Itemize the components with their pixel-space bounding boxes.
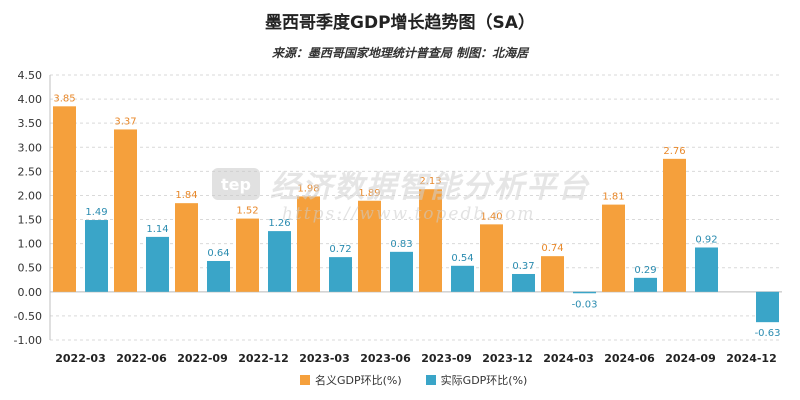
y-tick-label: -1.00 [14,334,42,347]
bar-nominal [663,158,686,292]
y-tick-label: 2.50 [18,165,43,178]
x-tick-label: 2023-06 [360,352,411,365]
y-tick-label: -0.50 [14,310,42,323]
bar-nominal [175,203,198,292]
x-tick-label: 2024-09 [665,352,716,365]
bar-real [451,265,474,292]
bar-real [573,291,596,294]
data-label-real: -0.03 [572,299,598,310]
chart-title: 墨西哥季度GDP增长趋势图（SA） [265,13,535,33]
y-tick-label: 4.00 [18,93,43,106]
bar-nominal [358,200,381,292]
y-tick-label: 0.00 [18,286,43,299]
x-tick-label: 2022-12 [238,352,289,365]
y-tick-label: 1.50 [18,214,43,227]
data-label-nominal: 2.76 [663,146,685,157]
data-label-real: 0.54 [451,253,473,264]
data-label-real: 1.26 [268,218,290,229]
y-tick-label: 3.00 [18,141,43,154]
legend-item-nominal[interactable]: 名义GDP环比(%) [300,372,402,388]
watermark-url: https://www.topedb.com [282,204,536,224]
data-label-nominal: 3.37 [114,116,136,127]
data-label-nominal: 1.89 [358,188,380,199]
legend-item-real[interactable]: 实际GDP环比(%) [425,372,528,388]
data-label-nominal: 1.98 [297,183,319,194]
x-tick-label: 2022-03 [55,352,106,365]
data-label-real: 0.72 [329,244,351,255]
legend-label-real: 实际GDP环比(%) [440,374,528,387]
x-tick-label: 2022-09 [177,352,228,365]
bar-nominal [480,224,503,292]
x-tick-label: 2023-09 [421,352,472,365]
legend: 名义GDP环比(%) 实际GDP环比(%) [300,372,527,388]
bar-real [146,236,169,292]
legend-label-nominal: 名义GDP环比(%) [315,374,402,387]
watermark-text: 经济数据智能分析平台 [270,170,590,205]
legend-swatch-real [425,375,436,385]
x-tick-label: 2022-06 [116,352,167,365]
x-tick-label: 2024-06 [604,352,655,365]
data-label-nominal: 0.74 [541,243,563,254]
bar-real [512,273,535,292]
bar-real [85,220,108,292]
watermark: tep 经济数据智能分析平台 https://www.topedb.com [212,162,632,232]
bar-real [634,277,657,292]
bar-nominal [602,204,625,292]
x-tick-label: 2023-03 [299,352,350,365]
watermark-logo: tep [212,168,260,200]
data-label-real: 1.49 [85,207,107,218]
data-label-real: 0.83 [390,239,412,250]
bar-nominal [53,106,76,292]
data-label-nominal: 1.52 [236,206,258,217]
data-label-nominal: 3.85 [53,93,75,104]
bar-real [756,291,779,323]
y-tick-label: 0.50 [18,262,43,275]
bar-real [207,260,230,292]
data-label-real: -0.63 [755,328,781,339]
bar-nominal [114,129,137,292]
data-label-real: 0.29 [634,265,656,276]
data-label-nominal: 2.13 [419,176,441,187]
bar-real [390,251,413,292]
y-tick-label: 3.50 [18,117,43,130]
data-label-real: 0.64 [207,248,229,259]
data-label-real: 1.14 [146,224,168,235]
data-label-real: 0.37 [512,261,534,272]
x-tick-label: 2024-12 [726,352,777,365]
legend-swatch-nominal [300,375,310,385]
bar-nominal [419,189,442,292]
x-tick-label: 2023-12 [482,352,533,365]
bar-nominal [541,256,564,292]
y-tick-label: 1.00 [18,238,43,251]
bar-nominal [297,196,320,292]
bar-real [695,247,718,292]
data-label-real: 0.92 [695,234,717,245]
x-tick-label: 2024-03 [543,352,594,365]
chart-subtitle: 来源：墨西哥国家地理统计普查局 制图：北海居 [271,46,529,60]
y-tick-label: 2.00 [18,189,43,202]
data-label-nominal: 1.81 [602,192,624,203]
y-tick-label: 4.50 [18,69,43,82]
bar-nominal [236,218,259,292]
bar-real [329,257,352,292]
bar-real [268,231,291,292]
data-label-nominal: 1.84 [175,190,197,201]
data-label-nominal: 1.40 [480,211,502,222]
